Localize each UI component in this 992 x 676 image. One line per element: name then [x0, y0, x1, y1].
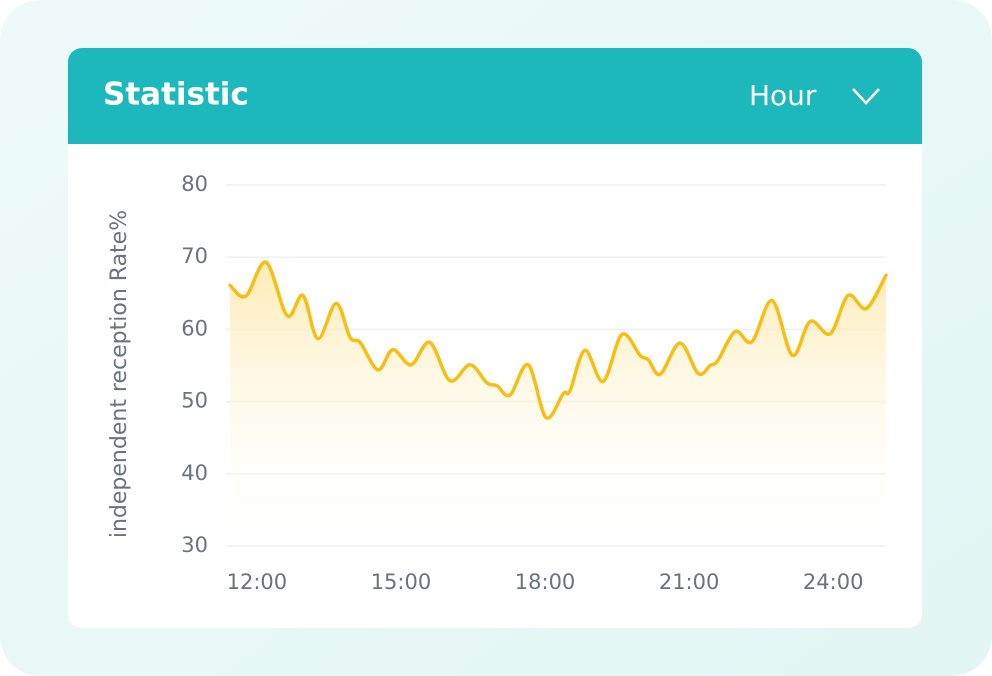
dropdown-label[interactable]: Hour [749, 79, 817, 112]
x-tick-label: 21:00 [659, 570, 720, 594]
x-tick-label: 15:00 [371, 570, 432, 594]
y-tick-label: 60 [181, 316, 208, 340]
y-tick-label: 30 [181, 533, 208, 557]
y-tick-label: 80 [181, 172, 208, 196]
dropdown[interactable]: Hour [749, 79, 880, 112]
y-tick-label: 70 [181, 244, 208, 268]
dropdown-chevron[interactable] [852, 88, 880, 105]
line [228, 260, 888, 420]
y-tick-label: 50 [181, 389, 208, 413]
x-tick-label: 24:00 [803, 570, 864, 594]
card-header [68, 48, 922, 144]
x-tick-label: 18:00 [515, 570, 576, 594]
x-tick-label: 12:00 [227, 570, 288, 594]
y-tick-label: 40 [181, 461, 208, 485]
y-axis-label: independent reception Rate% [107, 210, 132, 538]
card-title: Statistic [103, 77, 249, 113]
